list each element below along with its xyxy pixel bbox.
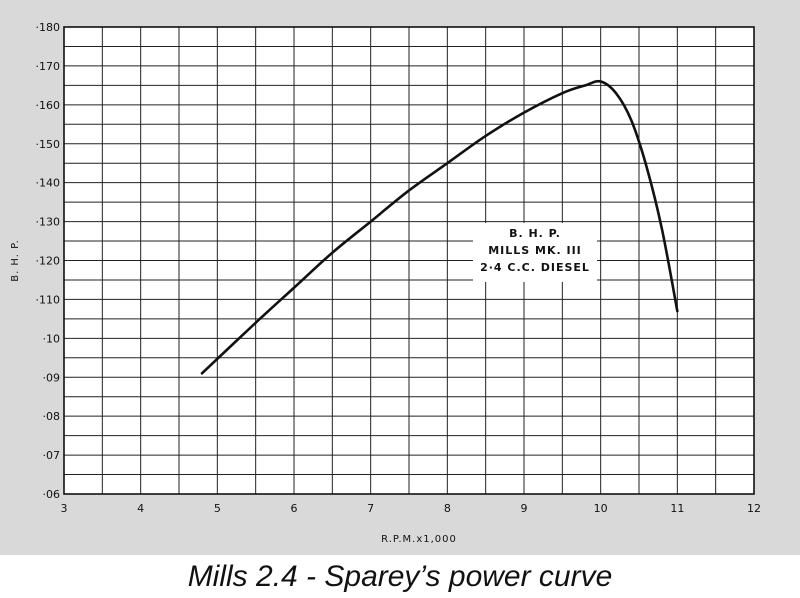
y-tick-label: ·08	[43, 410, 61, 423]
x-tick-label: 11	[670, 502, 684, 515]
x-tick-label: 12	[747, 502, 761, 515]
plot-frame	[63, 26, 755, 495]
y-tick-labels: ·06 ·07 ·08 ·09 ·10 ·110 ·120 ·130 ·140 ·150 ·160 ·…	[36, 21, 61, 501]
annotation-line: 2·4 C.C. DIESEL	[480, 261, 590, 274]
bhp-series-line	[200, 79, 679, 375]
x-tick-label: 10	[594, 502, 608, 515]
y-tick-label: ·170	[36, 60, 61, 73]
power-curve-chart: ·06 ·07 ·08 ·09 ·10 ·110 ·120 ·130 ·140 ·150 ·160 ·…	[10, 21, 762, 545]
x-tick-label: 6	[291, 502, 298, 515]
y-axis-label: B. H. P.	[10, 239, 21, 282]
x-tick-label: 7	[367, 502, 374, 515]
x-tick-label: 9	[521, 502, 528, 515]
x-tick-labels: 3 4 5 6 7 8 9 10 11 12	[61, 502, 762, 515]
chart-area: ·06 ·07 ·08 ·09 ·10 ·110 ·120 ·130 ·140 ·150 ·160 ·…	[0, 0, 800, 555]
y-tick-label: ·120	[36, 255, 61, 268]
y-tick-label: ·150	[36, 138, 61, 151]
figure-caption: Mills 2.4 - Sparey’s power curve	[0, 556, 800, 598]
chart-annotation: B. H. P. MILLS MK. III 2·4 C.C. DIESEL	[473, 223, 597, 282]
y-tick-label: ·06	[43, 488, 61, 501]
y-tick-label: ·07	[43, 449, 61, 462]
x-tick-label: 4	[137, 502, 144, 515]
y-tick-label: ·110	[36, 293, 61, 306]
y-tick-label: ·160	[36, 99, 61, 112]
x-axis-label: R.P.M.x1,000	[381, 534, 457, 545]
annotation-line: MILLS MK. III	[488, 244, 582, 257]
y-tick-label: ·130	[36, 216, 61, 229]
y-tick-label: ·09	[43, 371, 61, 384]
annotation-background	[473, 223, 597, 282]
x-tick-label: 5	[214, 502, 221, 515]
y-tick-label: ·10	[43, 332, 61, 345]
annotation-line: B. H. P.	[509, 227, 561, 240]
y-tick-label: ·180	[36, 21, 61, 34]
x-tick-label: 8	[444, 502, 451, 515]
x-tick-label: 3	[61, 502, 68, 515]
y-tick-label: ·140	[36, 177, 61, 190]
